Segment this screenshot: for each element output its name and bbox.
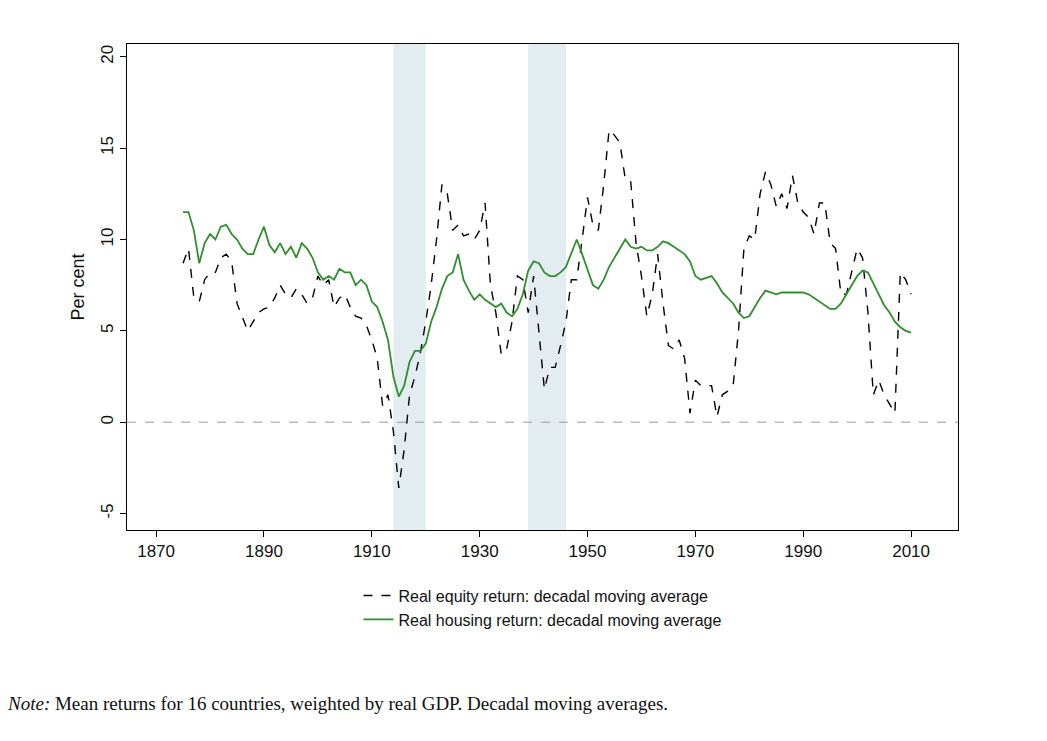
svg-text:1870: 1870 bbox=[137, 542, 175, 561]
svg-text:1890: 1890 bbox=[245, 542, 283, 561]
svg-text:20: 20 bbox=[98, 45, 117, 64]
svg-text:2010: 2010 bbox=[892, 542, 930, 561]
svg-text:1930: 1930 bbox=[461, 542, 499, 561]
svg-text:0: 0 bbox=[98, 415, 117, 424]
svg-text:1910: 1910 bbox=[353, 542, 391, 561]
svg-text:-5: -5 bbox=[98, 503, 117, 518]
svg-text:5: 5 bbox=[98, 324, 117, 333]
svg-text:Real housing return: decadal m: Real housing return: decadal moving aver… bbox=[399, 612, 722, 629]
html-text:Note: Mean returns for 16 coun: Note: Mean returns for 16 countries, wei… bbox=[8, 693, 669, 714]
svg-text:1990: 1990 bbox=[784, 542, 822, 561]
svg-text:Per cent: Per cent bbox=[68, 253, 88, 320]
svg-text:Real equity return: decadal mo: Real equity return: decadal moving avera… bbox=[399, 588, 709, 605]
svg-text:10: 10 bbox=[98, 227, 117, 246]
svg-text:1970: 1970 bbox=[676, 542, 714, 561]
svg-text:1950: 1950 bbox=[569, 542, 607, 561]
svg-text:15: 15 bbox=[98, 136, 117, 155]
